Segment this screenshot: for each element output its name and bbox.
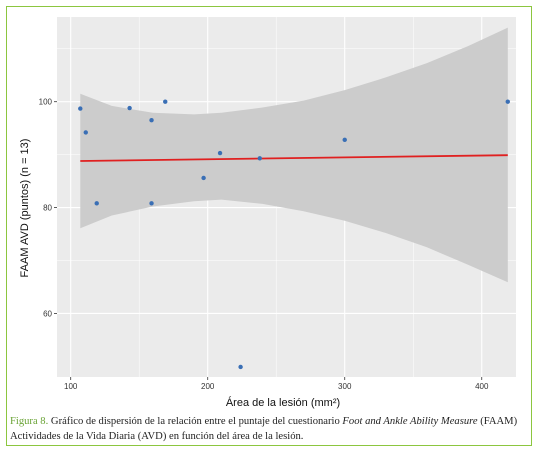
data-point [149,201,154,206]
y-tick-label: 60 [43,309,52,318]
x-axis-ticks: 100 200 300 400 [64,377,489,391]
data-point [257,156,262,161]
caption-label: Figura 8. [10,416,49,427]
data-point [83,130,88,135]
caption-text-end: (FAAM) Actividades de la Vida Diaria (AV… [10,416,518,442]
data-point [127,105,132,111]
caption-italic: Foot and Ankle Ability Measure [342,416,478,427]
data-point [163,99,168,104]
y-tick-label: 80 [43,204,52,213]
data-point [78,106,83,111]
trend-line [80,154,508,162]
data-point [149,118,154,123]
data-point [238,364,243,370]
figure-frame [6,6,532,446]
data-point [94,201,99,206]
x-tick-label: 200 [201,382,215,391]
x-axis-label: Área de la lesión (mm²) [226,396,340,409]
y-axis-label: FAAM AVD (puntos) (n = 13) [19,139,31,278]
data-point [505,99,510,104]
data-point [342,137,347,143]
x-tick-label: 100 [64,382,78,391]
data-point [201,175,206,181]
caption-text: Gráfico de dispersión de la relación ent… [48,416,343,427]
y-tick-label: 100 [39,98,53,107]
confidence-band [80,27,508,283]
y-axis-ticks: 60 80 100 [39,98,57,318]
scatter-chart: 100 200 300 400 60 80 100 Área de la lesión (… [19,17,516,409]
figure-caption: Figura 8. Gráfico de dispersión de la re… [10,414,526,444]
x-tick-label: 300 [338,382,352,391]
data-points [78,99,510,370]
data-point [217,150,223,156]
x-tick-label: 400 [475,382,489,391]
